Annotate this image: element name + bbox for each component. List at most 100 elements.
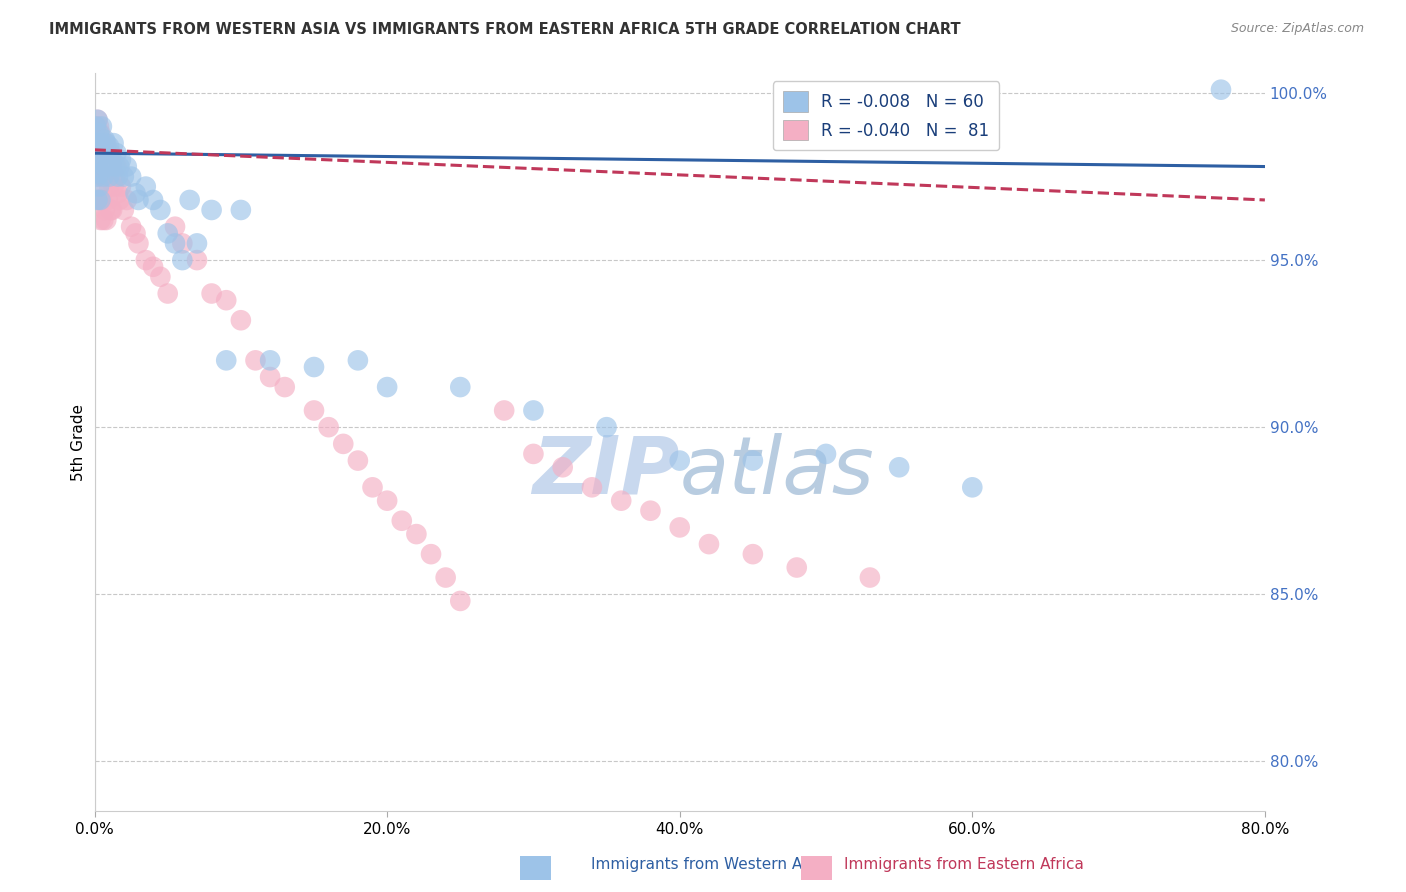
Point bbox=[84, 120, 107, 134]
Point bbox=[86, 136, 108, 150]
Point bbox=[163, 219, 186, 234]
Point bbox=[434, 570, 457, 584]
Point bbox=[96, 213, 118, 227]
Point bbox=[179, 193, 201, 207]
Point bbox=[87, 153, 110, 167]
Point bbox=[93, 169, 115, 184]
Point bbox=[668, 453, 690, 467]
Point bbox=[87, 126, 110, 140]
Point bbox=[94, 136, 117, 150]
Point bbox=[89, 126, 111, 140]
Point bbox=[87, 193, 110, 207]
Point bbox=[112, 202, 135, 217]
Point bbox=[347, 453, 370, 467]
Text: ZIP: ZIP bbox=[533, 433, 679, 511]
Point bbox=[105, 160, 128, 174]
Point bbox=[97, 160, 120, 174]
Point bbox=[105, 146, 128, 161]
Point bbox=[89, 193, 111, 207]
Point bbox=[110, 179, 132, 194]
Point bbox=[90, 193, 112, 207]
Point bbox=[347, 353, 370, 368]
Point bbox=[93, 139, 115, 153]
Point bbox=[786, 560, 808, 574]
Point bbox=[90, 146, 112, 161]
Point bbox=[98, 146, 121, 161]
Point bbox=[103, 179, 125, 194]
Point bbox=[115, 160, 138, 174]
Point bbox=[98, 179, 121, 194]
Point bbox=[84, 120, 107, 134]
Point bbox=[375, 380, 398, 394]
Point bbox=[741, 547, 763, 561]
Point bbox=[391, 514, 413, 528]
Point bbox=[110, 153, 132, 167]
Point bbox=[86, 160, 108, 174]
Point bbox=[86, 112, 108, 127]
Point bbox=[259, 353, 281, 368]
Point bbox=[124, 227, 146, 241]
Point bbox=[610, 493, 633, 508]
Text: IMMIGRANTS FROM WESTERN ASIA VS IMMIGRANTS FROM EASTERN AFRICA 5TH GRADE CORRELA: IMMIGRANTS FROM WESTERN ASIA VS IMMIGRAN… bbox=[49, 22, 960, 37]
Point bbox=[94, 202, 117, 217]
Point bbox=[302, 403, 325, 417]
Text: Immigrants from Eastern Africa: Immigrants from Eastern Africa bbox=[844, 857, 1084, 872]
Point bbox=[100, 146, 122, 161]
Point bbox=[101, 153, 124, 167]
Point bbox=[93, 139, 115, 153]
Point bbox=[86, 112, 108, 127]
Point bbox=[522, 403, 544, 417]
Point bbox=[124, 186, 146, 201]
Point bbox=[135, 253, 157, 268]
Point bbox=[86, 193, 108, 207]
Point bbox=[741, 453, 763, 467]
Point bbox=[87, 120, 110, 134]
Point bbox=[361, 480, 384, 494]
Point bbox=[98, 169, 121, 184]
Point bbox=[101, 160, 124, 174]
Point bbox=[87, 146, 110, 161]
Point bbox=[89, 213, 111, 227]
Point bbox=[96, 136, 118, 150]
Point bbox=[93, 213, 115, 227]
Point bbox=[94, 133, 117, 147]
Point bbox=[120, 169, 142, 184]
Point bbox=[259, 370, 281, 384]
Point bbox=[120, 219, 142, 234]
Point bbox=[84, 139, 107, 153]
Point bbox=[215, 293, 238, 308]
Point bbox=[274, 380, 297, 394]
Text: Source: ZipAtlas.com: Source: ZipAtlas.com bbox=[1230, 22, 1364, 36]
Point bbox=[595, 420, 617, 434]
Point bbox=[163, 236, 186, 251]
Point bbox=[302, 359, 325, 374]
Point bbox=[86, 136, 108, 150]
Point bbox=[156, 286, 179, 301]
Point bbox=[107, 169, 129, 184]
Point bbox=[96, 139, 118, 153]
Point bbox=[494, 403, 516, 417]
Point bbox=[156, 227, 179, 241]
Point bbox=[375, 493, 398, 508]
Point bbox=[522, 447, 544, 461]
Point bbox=[84, 160, 107, 174]
Point bbox=[172, 253, 194, 268]
Point bbox=[127, 236, 149, 251]
Point bbox=[449, 594, 471, 608]
Point bbox=[94, 160, 117, 174]
Point bbox=[86, 193, 108, 207]
Y-axis label: 5th Grade: 5th Grade bbox=[72, 404, 86, 481]
Point bbox=[581, 480, 603, 494]
Point bbox=[245, 353, 267, 368]
Point bbox=[103, 136, 125, 150]
Point bbox=[107, 186, 129, 201]
Point bbox=[84, 153, 107, 167]
Point bbox=[186, 236, 208, 251]
Point bbox=[318, 420, 340, 434]
Point bbox=[889, 460, 911, 475]
Point bbox=[332, 437, 354, 451]
Point bbox=[96, 169, 118, 184]
Point bbox=[814, 447, 837, 461]
Point bbox=[100, 153, 122, 167]
Point bbox=[405, 527, 427, 541]
